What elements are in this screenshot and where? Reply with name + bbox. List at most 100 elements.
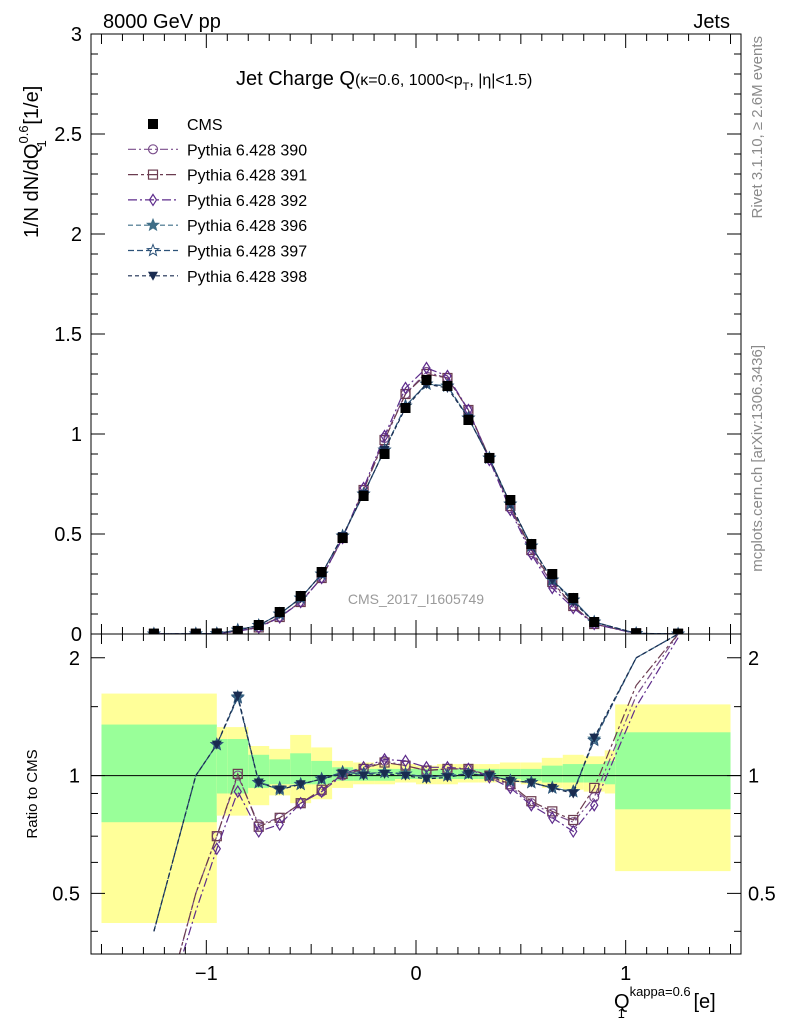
cms-data-point [568, 593, 579, 603]
ratio-band-inner [290, 753, 312, 785]
y-tick-label: 1 [71, 424, 82, 446]
legend-marker [148, 271, 158, 281]
cms-data-point [148, 628, 159, 634]
cms-data-point [295, 591, 306, 601]
ratio-point-s392 [569, 824, 578, 839]
axis-ticks: −1 0 1 0 0.5 1 1.5 2 2.5 3 0.5 0.5 1 1 2 2 [52, 24, 776, 985]
series-point-s392 [422, 361, 431, 375]
y-axis-title-sub: 1 [34, 140, 49, 147]
series-point-s392 [569, 601, 578, 615]
ratio-point-s392 [275, 817, 284, 832]
ratio-point-s391 [253, 821, 264, 832]
ratio-tick-label-right: 2 [748, 648, 759, 670]
ratio-series-layer [153, 634, 679, 954]
plot-title-condition-sub: T [463, 81, 470, 93]
ratio-band-inner [583, 764, 605, 783]
cms-data-point [379, 449, 390, 459]
legend-label: Pythia 6.428 396 [187, 218, 307, 235]
cms-data-point [484, 453, 495, 463]
x-tick-label: −1 [195, 963, 218, 985]
cms-data-point [421, 375, 432, 385]
ratio-point-s398 [547, 783, 558, 793]
ratio-point-s398 [400, 771, 411, 781]
x-axis-title-base: Q [614, 991, 630, 1013]
legend-marker [147, 144, 159, 155]
side-label-lower: mcplots.cern.ch [arXiv:1306.3436] [749, 345, 766, 572]
cms-data-point [400, 403, 411, 413]
y-axis-title-sup: 0.6 [16, 125, 31, 143]
ratio-point-s398 [463, 769, 474, 779]
ratio-point-s398 [379, 769, 390, 779]
side-label-upper: Rivet 3.1.10, ≥ 2.6M events [749, 36, 766, 219]
ratio-band-inner [216, 739, 228, 794]
ratio-point-s398 [274, 785, 285, 795]
ratio-band-inner [269, 759, 291, 785]
plot-title: Jet Charge Q(κ=0.6, 1000<pT, |η|<1.5) [236, 68, 532, 93]
legend-marker [148, 119, 158, 129]
ratio-point-s398 [526, 778, 537, 788]
ratio-point-s392 [506, 781, 515, 795]
ratio-point-s391 [547, 806, 558, 817]
legend-marker [145, 217, 161, 232]
header-left: 8000 GeV pp [103, 11, 221, 33]
legend-marker [147, 169, 159, 180]
ratio-point-s392 [233, 784, 242, 799]
legend-marker [145, 243, 161, 257]
cms-data-point [526, 539, 537, 549]
main-series-layer [146, 361, 686, 634]
series-point-s392 [401, 381, 410, 395]
ratio-point-s398 [337, 769, 348, 779]
ratio-line-s392 [182, 637, 679, 954]
y-tick-label: 0 [71, 624, 82, 646]
ratio-point-s392 [212, 842, 222, 856]
plot-title-main: Jet Charge Q [236, 68, 355, 90]
y-axis-title-base: 1/N dN/dQ [21, 144, 43, 238]
y-tick-label: 2.5 [54, 124, 82, 146]
legend-marker [148, 193, 158, 207]
ratio-band-inner [227, 739, 249, 794]
x-axis-title: Qkappa=0.6 1 [e] [614, 984, 716, 1021]
legend: CMS Pythia 6.428 390 Pythia 6.428 391 Pythi… [128, 117, 307, 286]
y-tick-label: 3 [71, 24, 82, 46]
cms-data-point [631, 628, 642, 634]
ratio-band-inner [604, 760, 616, 785]
ratio-point-s398 [505, 776, 516, 786]
cms-data-point [316, 567, 327, 577]
ratio-point-s391 [232, 768, 243, 779]
y-axis-title-ratio: Ratio to CMS [24, 749, 41, 838]
ratio-tick-label-right: 1 [748, 766, 759, 788]
x-axis-title-sub: 1 [618, 1006, 625, 1021]
ratio-point-s392 [254, 824, 263, 839]
ratio-point-s398 [589, 733, 600, 743]
ratio-point-s392 [317, 784, 326, 799]
header-right: Jets [693, 11, 730, 33]
x-tick-label: 1 [620, 963, 631, 985]
ratio-point-s398 [316, 774, 327, 784]
ratio-band-inner [520, 768, 542, 781]
series-point-s392 [380, 429, 389, 443]
cms-data-point [253, 620, 264, 630]
cms-data-point [337, 533, 348, 543]
ratio-uncertainty-bands [101, 693, 731, 924]
x-axis-title-unit: [e] [688, 991, 716, 1013]
x-tick-label: 0 [410, 963, 421, 985]
legend-label: Pythia 6.428 391 [187, 168, 307, 185]
plot-title-condition-end: , |η|<1.5) [469, 72, 532, 89]
series-line-s397 [153, 383, 679, 634]
cms-data-point [232, 626, 243, 634]
y-tick-label: 0.5 [54, 524, 82, 546]
ratio-point-s398 [253, 778, 264, 788]
ratio-point-s391 [568, 814, 579, 826]
legend-label: CMS [187, 117, 223, 134]
ratio-point-s392 [548, 811, 557, 825]
ratio-point-s398 [358, 771, 369, 781]
cms-data-point [589, 617, 600, 627]
ratio-point-s398 [232, 691, 243, 701]
y-axis-title-unit: [1/e] [21, 86, 43, 130]
ratio-tick-label-left: 2 [69, 648, 80, 670]
cms-data-point [211, 628, 222, 634]
ratio-panel-frame [90, 633, 742, 955]
legend-label: Pythia 6.428 398 [187, 269, 307, 286]
legend-label: Pythia 6.428 397 [187, 244, 307, 261]
